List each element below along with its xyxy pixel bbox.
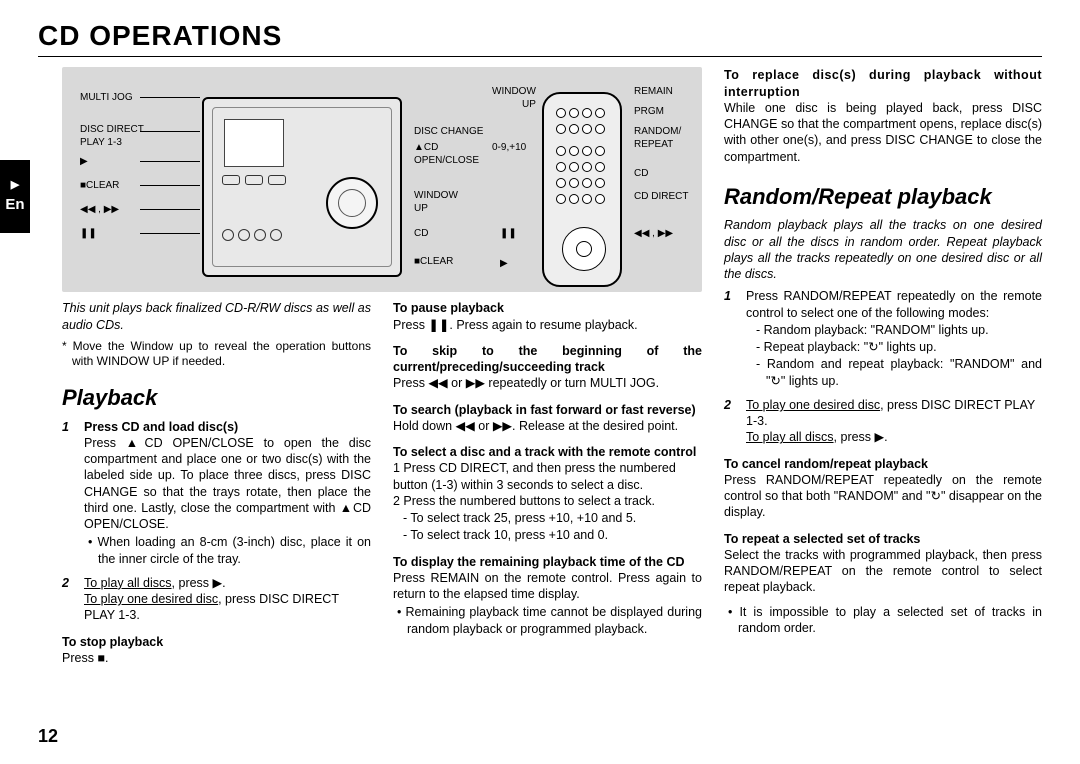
r-step1: Press RANDOM/REPEAT repeatedly on the re… [746,288,1042,389]
select-1: 1 Press CD DIRECT, and then press the nu… [393,460,702,493]
remain-heading: To display the remaining playback time o… [393,554,702,570]
cancel-text: Press RANDOM/REPEAT repeatedly on the re… [724,472,1042,521]
r-d2: - Repeat playback: "↻" lights up. [746,339,1042,355]
select-d2: - To select track 10, press +10 and 0. [393,527,702,543]
label-pause: ❚❚ [80,227,97,240]
label-r-play: ▶ [500,257,508,270]
select-heading: To select a disc and a track with the re… [393,444,702,460]
repeat-bullet: • It is impossible to play a selected se… [724,604,1042,637]
page-number: 12 [38,725,58,748]
select-d1: - To select track 25, press +10, +10 and… [393,510,702,526]
step-number: 1 [62,419,76,567]
repeat-heading: To repeat a selected set of tracks [724,531,1042,547]
random-intro: Random playback plays all the tracks on … [724,217,1042,282]
chevron-right-icon: ▶ [0,178,30,192]
label-window-up: WINDOW UP [414,189,458,215]
remain-bullet: • Remaining playback time cannot be disp… [393,604,702,637]
replace-heading: To replace disc(s) during playback witho… [724,67,1042,100]
label-r-random: RANDOM/ REPEAT [634,125,681,151]
pause-heading: To pause playback [393,300,702,316]
main-unit-illustration [202,97,402,277]
step-number: 2 [62,575,76,624]
search-heading: To search (playback in fast forward or f… [393,402,702,418]
playback-heading: Playback [62,384,371,413]
r-d1: - Random playback: "RANDOM" lights up. [746,322,1042,338]
step2-c: To play one desired disc [84,592,218,606]
step2-body: To play all discs, press ▶. To play one … [84,575,371,624]
step1-body: Press CD and load disc(s) Press ▲CD OPEN… [84,419,371,567]
stop-heading: To stop playback [62,634,371,650]
label-r-numbers: 0-9,+10 [492,141,526,154]
label-r-pause: ❚❚ [500,227,517,240]
label-r-cd: CD [634,167,648,180]
column-3: To replace disc(s) during playback witho… [724,67,1042,666]
step-number: 2 [724,397,738,446]
step1-bullet: • When loading an 8-cm (3-inch) disc, pl… [84,534,371,567]
step1-bold: Press CD and load disc(s) [84,420,238,434]
remote-illustration [542,92,622,287]
label-r-prgm: PRGM [634,105,664,118]
label-skip: ◀◀ , ▶▶ [80,203,119,216]
label-clear: ■CLEAR [80,179,119,192]
column-2: To pause playback Press ❚❚. Press again … [393,300,702,666]
step-number: 1 [724,288,738,389]
cancel-heading: To cancel random/repeat playback [724,456,1042,472]
window-note: * Move the Window up to reveal the opera… [62,339,371,370]
language-tab: ▶ En [0,160,30,233]
repeat-text: Select the tracks with programmed playba… [724,547,1042,596]
page-title: CD OPERATIONS [38,18,1042,57]
label-cd-open: ▲CD OPEN/CLOSE [414,141,479,167]
select-2: 2 Press the numbered buttons to select a… [393,493,702,509]
column-1: This unit plays back finalized CD-R/RW d… [62,300,371,666]
search-text: Hold down ◀◀ or ▶▶. Release at the desir… [393,418,702,434]
intro-text: This unit plays back finalized CD-R/RW d… [62,300,371,333]
language-code: En [0,195,30,215]
label-disc-direct: DISC DIRECT PLAY 1-3 [80,123,144,149]
random-heading: Random/Repeat playback [724,183,1042,212]
replace-text: While one disc is being played back, pre… [724,100,1042,165]
label-r-cd-direct: CD DIRECT [634,190,688,203]
label-clear2: ■CLEAR [414,255,453,268]
label-play: ▶ [80,155,88,168]
label-cd: CD [414,227,428,240]
pause-text: Press ❚❚. Press again to resume playback… [393,317,702,333]
r-step2: To play one desired disc, press DISC DIR… [746,397,1042,446]
label-disc-change: DISC CHANGE [414,125,483,138]
skip-heading: To skip to the beginning of the current/… [393,343,702,376]
stop-text: Press ■. [62,650,371,666]
step1-text: Press ▲CD OPEN/CLOSE to open the disc co… [84,436,371,531]
step2-a: To play all discs [84,576,172,590]
label-r-skip: ◀◀ , ▶▶ [634,227,673,240]
label-r-remain: REMAIN [634,85,673,98]
label-multi-jog: MULTI JOG [80,91,133,104]
skip-text: Press ◀◀ or ▶▶ repeatedly or turn MULTI … [393,375,702,391]
device-diagram: MULTI JOG DISC DIRECT PLAY 1-3 ▶ ■CLEAR … [62,67,702,292]
label-r-window-up: WINDOW UP [492,85,536,111]
r-d3: - Random and repeat playback: "RANDOM" a… [746,356,1042,389]
remain-text: Press REMAIN on the remote control. Pres… [393,570,702,603]
